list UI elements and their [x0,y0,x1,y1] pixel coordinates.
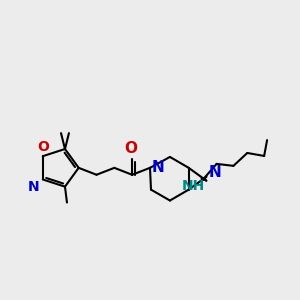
Text: O: O [37,140,49,154]
Text: NH: NH [182,179,205,193]
Text: N: N [152,160,165,175]
Text: N: N [28,181,40,194]
Text: N: N [208,165,221,180]
Text: O: O [125,141,138,156]
